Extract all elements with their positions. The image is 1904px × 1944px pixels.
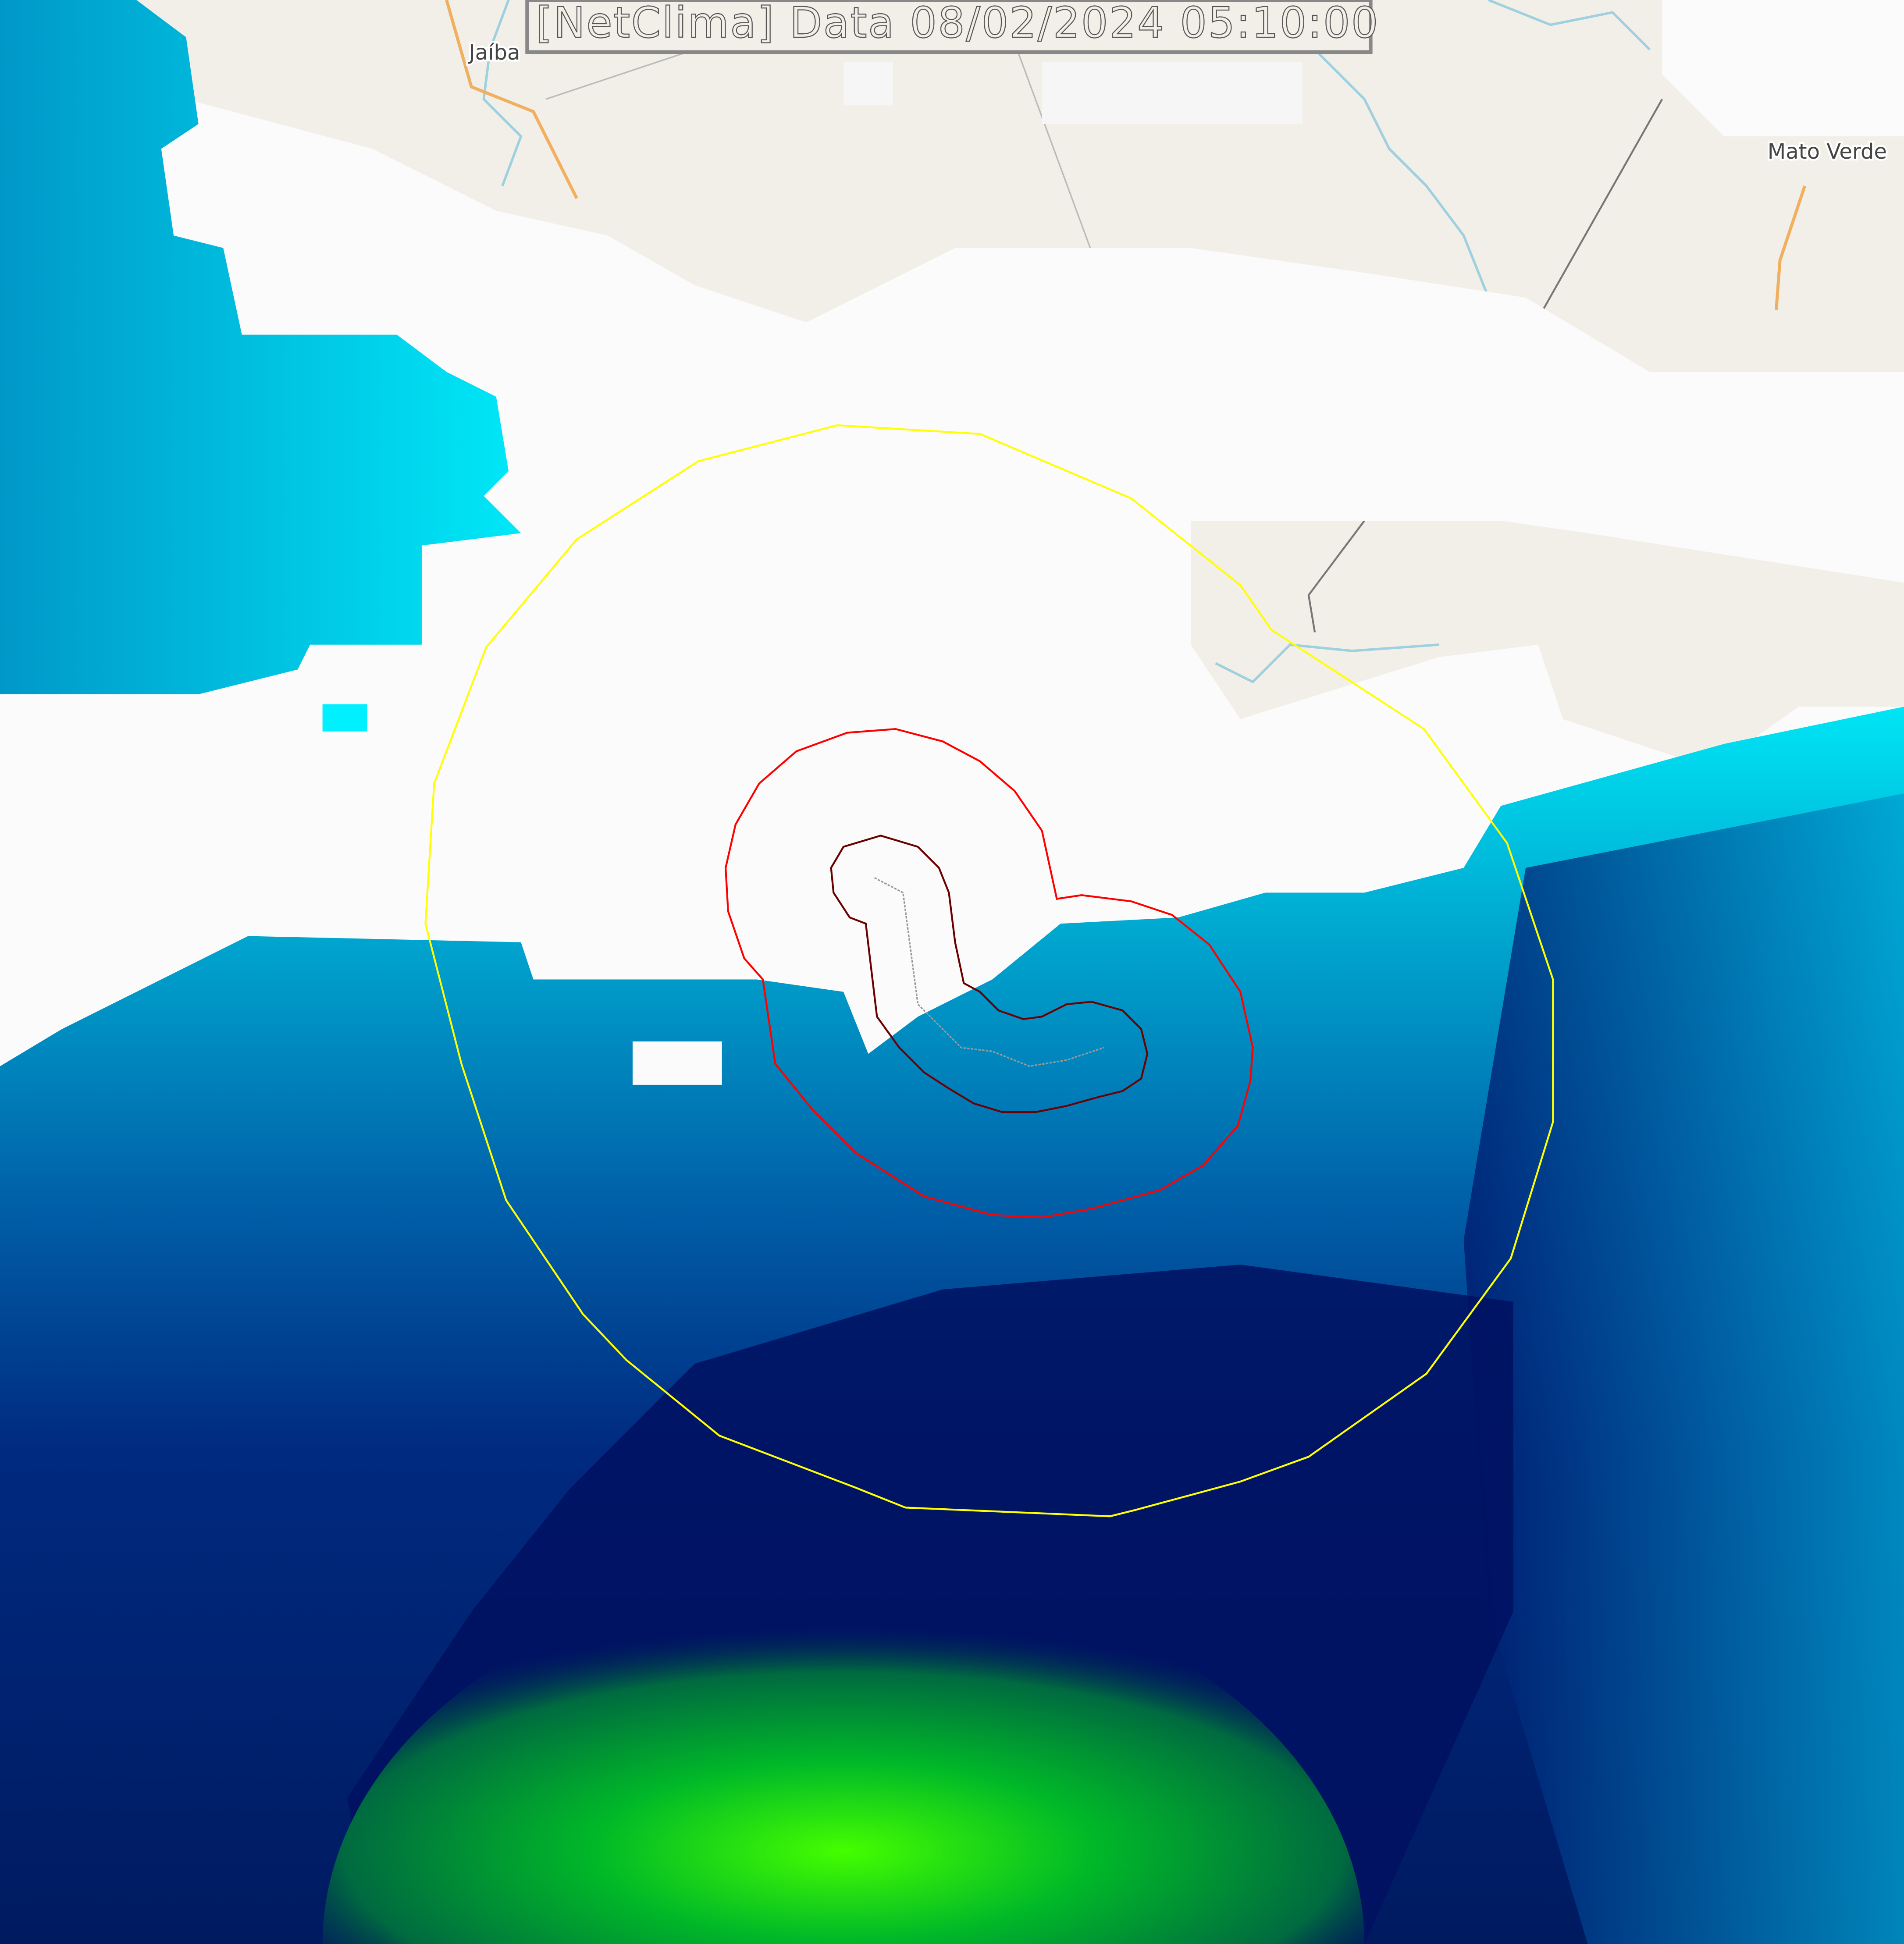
rain-cell bbox=[322, 704, 367, 732]
place-label-jaiba: Jaíba bbox=[467, 40, 520, 65]
cloud-gap bbox=[632, 1041, 722, 1085]
cloud-cover bbox=[0, 0, 1904, 1116]
title-box: [NetClima] Data 08/02/2024 05:10:00 bbox=[525, 0, 1379, 54]
title-text: [NetClima] Data 08/02/2024 05:10:00 bbox=[536, 0, 1379, 47]
rain-west bbox=[0, 0, 521, 694]
inner-ring-dark-red[interactable] bbox=[830, 835, 1149, 1113]
place-label-mato-verde: Mato Verde bbox=[1768, 139, 1887, 164]
middle-ring-red[interactable] bbox=[725, 728, 1254, 1219]
rain-heavy-core bbox=[322, 1572, 1365, 1944]
rain-east-core bbox=[1463, 793, 1904, 1944]
outer-ring-yellow[interactable] bbox=[424, 424, 1554, 1518]
storm-track[interactable] bbox=[874, 877, 1104, 1067]
